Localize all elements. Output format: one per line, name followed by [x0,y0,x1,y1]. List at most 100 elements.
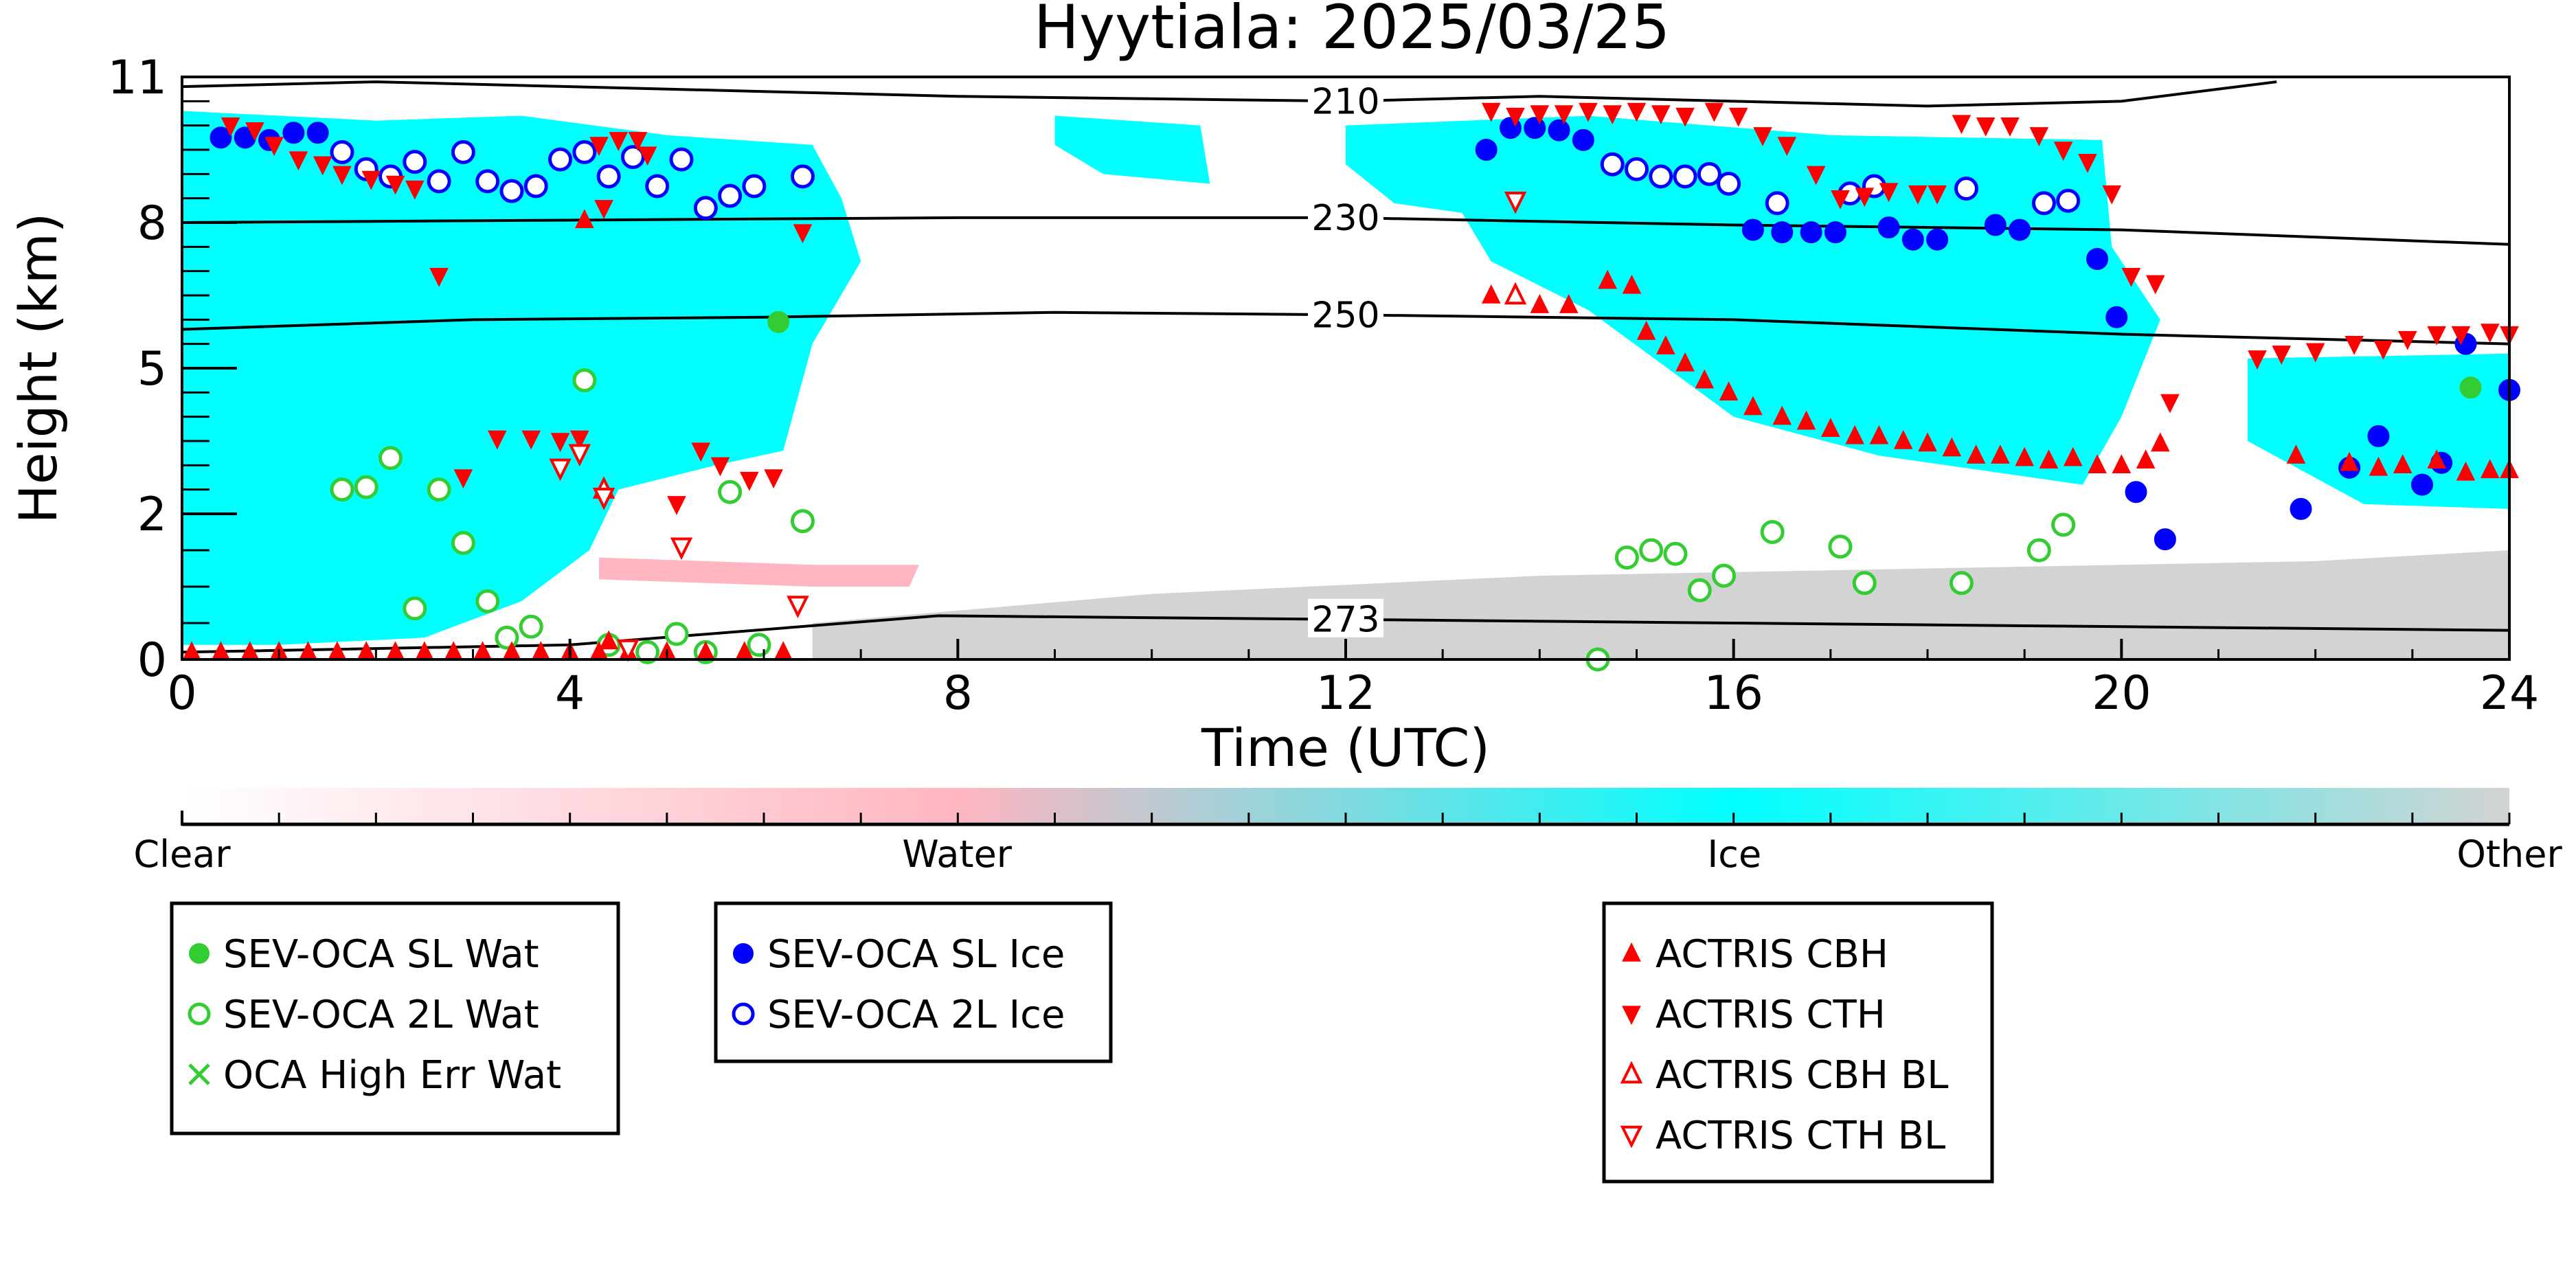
point-sev-oca-2l-wat [1663,541,1688,566]
point-actris-cbh [2393,454,2413,474]
cloud-region-ice [182,111,861,645]
point-actris-cbh [2150,432,2170,452]
legend-box: ACTRIS CBH ACTRIS CTH ACTRIS CBH BL ACTRIS … [1602,901,1994,1184]
point-actris-cth [1530,105,1550,125]
point-actris-cth [2272,346,2292,365]
point-actris-cth [691,442,711,462]
point-sev-oca-2l-ice [330,140,354,165]
point-sev-oca-sl-ice [1800,221,1822,244]
point-sev-oca-sl-ice [1771,221,1794,244]
point-sev-oca-2l-wat [519,614,543,639]
point-actris-cth [1675,107,1695,127]
point-actris-cbh [385,641,405,661]
point-sev-oca-2l-wat [330,477,354,502]
point-sev-oca-2l-ice [1717,171,1741,196]
point-actris-cth [710,457,730,477]
point-sev-oca-2l-ice [718,183,743,208]
point-sev-oca-2l-ice [1600,152,1625,177]
cloud-region-other [812,550,2509,659]
point-actris-cbh [357,641,376,661]
point-actris-cbh [473,641,493,661]
point-sev-oca-2l-ice [523,174,548,199]
point-actris-cbh [1821,418,1840,438]
point-actris-cth [2248,350,2267,370]
legend-label: SEV-OCA 2L Wat [223,993,539,1037]
legend-label: SEV-OCA SL Ice [767,932,1065,977]
point-actris-cth [1704,102,1724,122]
point-actris-cbh [2136,449,2156,468]
point-actris-cth [1831,190,1850,210]
series-sev-oca-sl-wat [767,310,2482,399]
point-actris-cth-bl [670,537,693,561]
point-actris-cth [289,151,308,171]
point-sev-oca-2l-wat [2026,538,2051,563]
series-sev-oca-2l-ice [330,140,2081,221]
point-actris-cth [589,137,609,157]
point-actris-cth [1481,102,1501,122]
point-sev-oca-2l-ice [742,174,767,199]
point-actris-cth [245,122,264,142]
point-sev-oca-2l-ice [1765,191,1789,216]
point-sev-oca-2l-wat [1852,571,1877,596]
point-actris-cbh [1481,284,1501,304]
point-sev-oca-2l-ice [1954,177,1978,201]
point-sev-oca-2l-ice [451,140,475,165]
point-actris-cth-bl [568,444,591,467]
colorbar-label: Other [2456,833,2562,876]
point-sev-oca-2l-ice [645,174,670,199]
point-actris-cbh-bl [1504,282,1527,305]
colorbar-label: Clear [133,833,231,876]
legend-marker [1622,942,1641,962]
legend-label: SEV-OCA SL Wat [223,932,539,977]
point-actris-cth [764,469,783,489]
legend-marker [189,943,210,964]
legend-label: ACTRIS CTH BL [1656,1114,1945,1158]
point-sev-oca-sl-ice [2009,218,2031,241]
legend-label: ACTRIS CBH BL [1656,1053,1948,1098]
chart-title: Hyytiala: 2025/03/25 [1034,0,1670,63]
point-actris-cth [2397,330,2417,350]
point-actris-cth [2102,185,2122,205]
point-actris-cth [2000,117,2020,137]
point-actris-cth [628,132,648,151]
y-axis-ticks: 0 2 5 8 11 [107,51,237,688]
point-sev-oca-2l-ice [790,164,815,189]
point-sev-oca-2l-ice [693,196,718,221]
point-actris-cbh [1966,444,1986,464]
point-sev-oca-sl-ice [1824,221,1846,244]
legend-marker [733,943,754,964]
legend-marker [1622,1006,1641,1026]
point-sev-oca-2l-wat [1687,578,1712,602]
point-actris-cth [1728,107,1748,127]
point-sev-oca-2l-ice [499,179,524,203]
colorbar-label: Ice [1707,833,1761,876]
point-actris-cbh [1869,425,1889,444]
point-actris-cth [1753,127,1772,146]
point-sev-oca-sl-ice [1877,216,1900,239]
x-tick-label: 0 [167,666,196,721]
x-tick-label: 12 [1316,666,1376,721]
point-actris-cbh [1636,320,1656,340]
point-actris-cbh [1559,294,1579,313]
point-actris-cbh [1918,432,1937,452]
point-sev-oca-2l-wat [1760,520,1785,544]
point-sev-oca-2l-ice [596,164,621,189]
point-sev-oca-sl-ice [2105,306,2128,328]
legends: SEV-OCA SL Wat SEV-OCA 2L Wat OCA High Err… [170,901,1994,1184]
isotherm-label: 273 [1311,600,1379,641]
point-actris-cbh [1991,444,2010,464]
point-actris-cbh [2369,456,2388,476]
point-actris-cth-bl [787,596,809,618]
point-sev-oca-sl-ice [1901,228,1924,251]
point-sev-oca-sl-ice [1548,119,1570,142]
legend-marker [188,1063,210,1085]
point-sev-oca-sl-ice [210,126,232,149]
point-sev-oca-2l-ice [475,169,500,194]
point-actris-cth [487,430,507,450]
legend-box: SEV-OCA SL Ice SEV-OCA 2L Ice [714,901,1113,1063]
point-actris-cth [1554,105,1574,125]
point-actris-cth [1777,137,1797,157]
point-actris-cth-bl [617,639,640,662]
point-sev-oca-2l-wat [1949,571,1974,596]
legend-box: SEV-OCA SL Wat SEV-OCA 2L Wat OCA High Err… [170,901,620,1136]
